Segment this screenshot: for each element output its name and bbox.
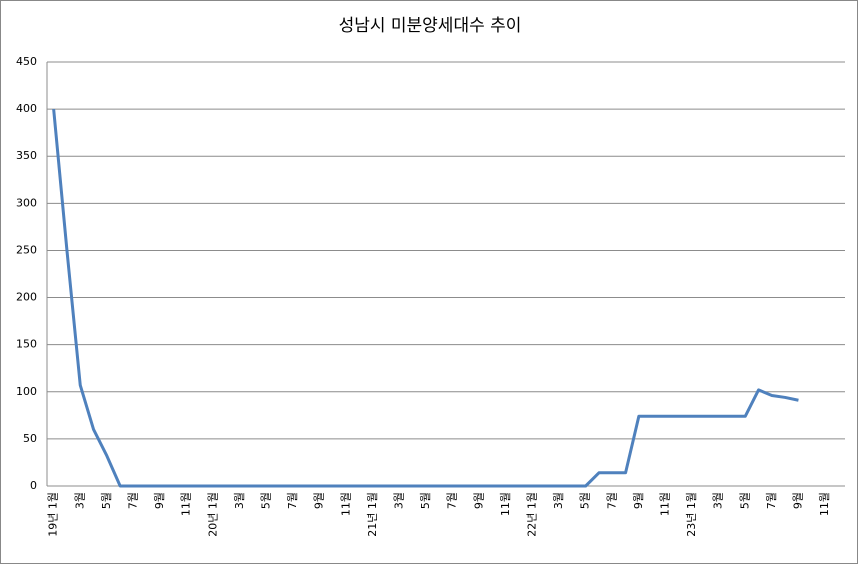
y-tick-label: 100 bbox=[16, 385, 37, 398]
x-tick-label: 11월 bbox=[339, 492, 352, 516]
x-tick-label: 9월 bbox=[313, 492, 326, 509]
x-tick-label: 5월 bbox=[579, 492, 592, 509]
x-tick-label: 3월 bbox=[233, 492, 246, 509]
data-line bbox=[52, 108, 799, 488]
x-tick-label: 11월 bbox=[658, 492, 671, 516]
x-tick-label: 9월 bbox=[153, 492, 166, 509]
x-tick-label: 20년 1월 bbox=[206, 492, 219, 537]
x-tick-label: 11월 bbox=[499, 492, 512, 516]
y-tick-label: 150 bbox=[16, 338, 37, 351]
x-tick-label: 5월 bbox=[100, 492, 113, 509]
x-tick-label: 3월 bbox=[392, 492, 405, 509]
x-tick-label: 5월 bbox=[419, 492, 432, 509]
x-tick-label: 11월 bbox=[180, 492, 193, 516]
y-tick-label: 250 bbox=[16, 243, 37, 256]
x-tick-label: 9월 bbox=[472, 492, 485, 509]
y-tick-label: 450 bbox=[16, 55, 37, 68]
y-tick-label: 400 bbox=[16, 102, 37, 115]
x-tick-label: 9월 bbox=[791, 492, 804, 509]
y-tick-label: 200 bbox=[16, 291, 37, 304]
x-tick-label: 7월 bbox=[446, 492, 459, 509]
y-tick-label: 300 bbox=[16, 196, 37, 209]
x-tick-label: 5월 bbox=[259, 492, 272, 509]
x-tick-label: 22년 1월 bbox=[525, 492, 538, 537]
x-tick-label: 7월 bbox=[286, 492, 299, 509]
x-tick-label: 21년 1월 bbox=[366, 492, 379, 537]
y-tick-label: 0 bbox=[30, 479, 37, 492]
x-tick-label: 3월 bbox=[73, 492, 86, 509]
x-tick-label: 11월 bbox=[818, 492, 831, 516]
x-tick-label: 9월 bbox=[632, 492, 645, 509]
x-tick-label: 7월 bbox=[605, 492, 618, 509]
x-tick-label: 7월 bbox=[126, 492, 139, 509]
x-tick-label: 3월 bbox=[552, 492, 565, 509]
y-tick-label: 50 bbox=[23, 432, 37, 445]
x-tick-label: 23년 1월 bbox=[685, 492, 698, 537]
y-tick-label: 350 bbox=[16, 149, 37, 162]
x-tick-label: 19년 1월 bbox=[47, 492, 60, 537]
chart-title: 성남시 미분양세대수 추이 bbox=[339, 16, 522, 36]
x-tick-label: 7월 bbox=[765, 492, 778, 509]
x-tick-label: 5월 bbox=[738, 492, 751, 509]
x-tick-label: 3월 bbox=[712, 492, 725, 509]
